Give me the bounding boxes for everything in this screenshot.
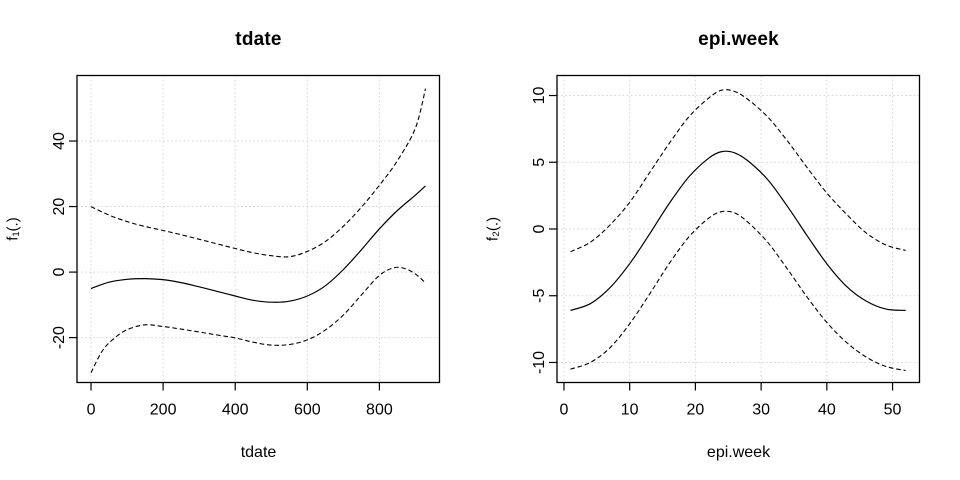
epi-week-plot-area: 0 10 20 30 40 50 -10 -5 0 5 10 (531, 74, 921, 419)
x-tick-label: 40 (818, 402, 836, 419)
tdate-plot-area: 0 200 400 600 800 -20 0 20 40 (51, 74, 441, 419)
y-tick-label: -20 (51, 326, 68, 349)
plot-box (76, 74, 441, 384)
y-tick-label: 0 (51, 268, 68, 277)
plot-title-epi-week: epi.week (698, 29, 779, 50)
curve-fit (570, 150, 906, 311)
y-axis-label-tdate: f₁(.) (4, 217, 22, 241)
plot-title-tdate: tdate (235, 29, 282, 50)
y-tick-label: -5 (531, 289, 548, 303)
x-tick-label: 800 (366, 402, 393, 419)
panel-tdate: tdate 0 200 400 600 800 -20 0 20 40 tdate f₁(.) (4, 29, 441, 461)
x-tick-label: 600 (294, 402, 321, 419)
y-axis-label-epi-week: f₂(.) (484, 216, 502, 242)
x-tick-label: 10 (621, 402, 639, 419)
curve-upper-ci (90, 88, 427, 258)
x-axis-label-epi-week: epi.week (706, 444, 771, 461)
y-tick-label: 40 (51, 132, 68, 150)
y-tick-label: 5 (531, 158, 548, 167)
x-tick-label: 30 (752, 402, 770, 419)
curve-lower-ci (570, 210, 906, 372)
x-tick-label: 0 (560, 402, 569, 419)
y-tick-label: -10 (531, 351, 548, 374)
y-tick-label: 0 (531, 224, 548, 233)
y-tick-label: 20 (51, 198, 68, 216)
curve-upper-ci (570, 89, 906, 253)
x-tick-label: 50 (884, 402, 902, 419)
x-tick-label: 20 (687, 402, 705, 419)
panel-epi-week: epi.week 0 10 20 30 40 50 -10 -5 0 5 10 epi.week f… (480, 0, 960, 480)
curve-fit (90, 185, 426, 303)
y-tick-label: 10 (531, 87, 548, 105)
curve-lower-ci (90, 266, 426, 373)
x-axis-label-tdate: tdate (240, 444, 277, 461)
x-tick-label: 0 (87, 402, 96, 419)
x-tick-label: 200 (150, 402, 177, 419)
x-tick-label: 400 (222, 402, 249, 419)
